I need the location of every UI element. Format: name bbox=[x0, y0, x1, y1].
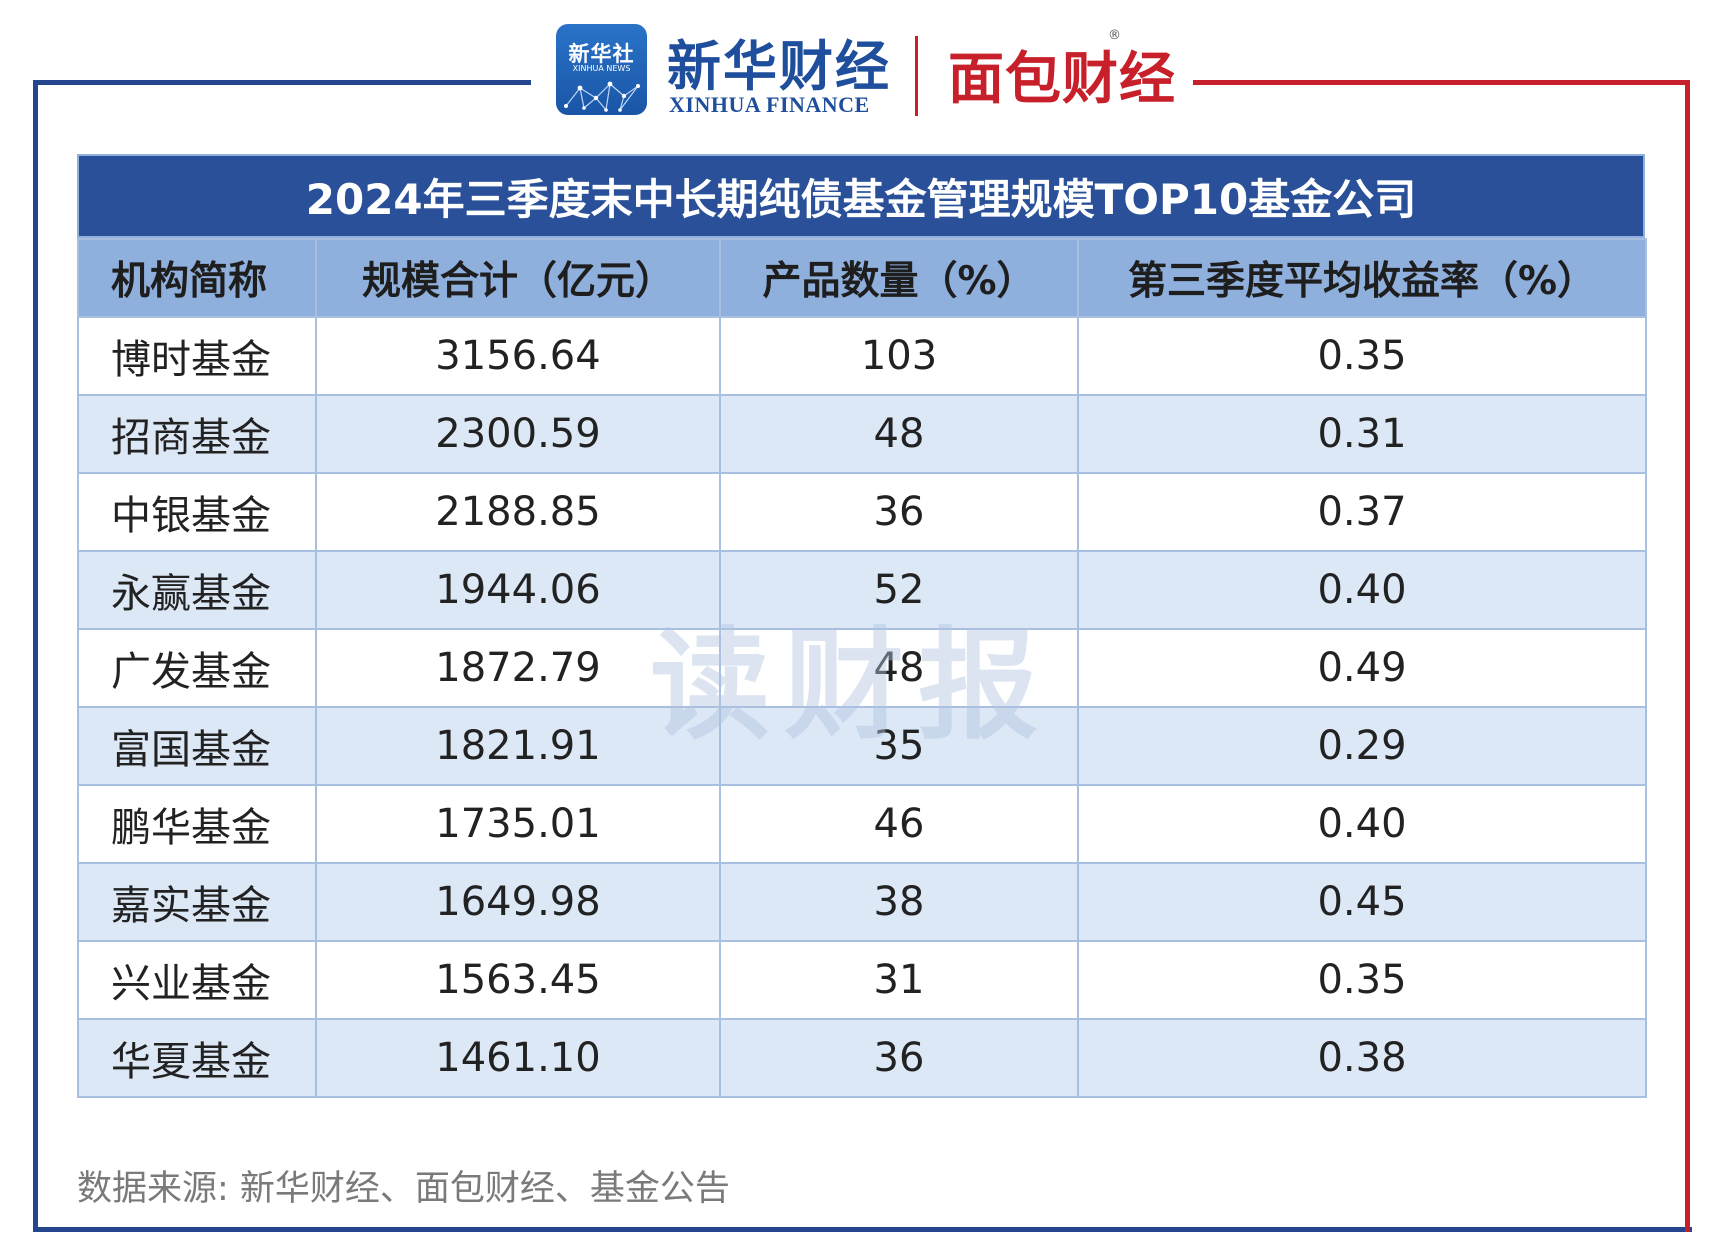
table-row: 博时基金 3156.64 103 0.35 bbox=[77, 316, 1647, 396]
header-row: 机构简称 规模合计（亿元） 产品数量（%） 第三季度平均收益率（%） bbox=[77, 238, 1647, 318]
registered-mark: ® bbox=[1108, 28, 1121, 43]
product-count-cell: 36 bbox=[719, 472, 1079, 552]
column-header-scale: 规模合计（亿元） bbox=[315, 238, 721, 318]
table-row: 广发基金 1872.79 48 0.49 bbox=[77, 628, 1647, 708]
xinhua-finance-en: XINHUA FINANCE bbox=[669, 92, 870, 117]
avg-return-cell: 0.40 bbox=[1077, 784, 1647, 864]
table-title: 2024年三季度末中长期纯债基金管理规模TOP10基金公司 bbox=[77, 154, 1645, 238]
avg-return-cell: 0.35 bbox=[1077, 316, 1647, 396]
scale-cell: 1872.79 bbox=[315, 628, 721, 708]
network-icon bbox=[564, 81, 640, 112]
table-row: 鹏华基金 1735.01 46 0.40 bbox=[77, 784, 1647, 864]
xinhua-badge-subtitle: XINHUA NEWS bbox=[572, 64, 631, 73]
product-count-cell: 36 bbox=[719, 1018, 1079, 1098]
scale-cell: 1649.98 bbox=[315, 862, 721, 942]
avg-return-cell: 0.40 bbox=[1077, 550, 1647, 630]
product-count-cell: 35 bbox=[719, 706, 1079, 786]
product-count-cell: 52 bbox=[719, 550, 1079, 630]
institution-cell: 中银基金 bbox=[77, 472, 317, 552]
table-row: 兴业基金 1563.45 31 0.35 bbox=[77, 940, 1647, 1020]
fund-table: 机构简称 规模合计（亿元） 产品数量（%） 第三季度平均收益率（%） 博时基金 3… bbox=[77, 238, 1647, 1098]
table-row: 中银基金 2188.85 36 0.37 bbox=[77, 472, 1647, 552]
xinhua-finance-cn: 新华财经 bbox=[667, 34, 891, 98]
column-header-avg-return: 第三季度平均收益率（%） bbox=[1077, 238, 1647, 318]
avg-return-cell: 0.35 bbox=[1077, 940, 1647, 1020]
avg-return-cell: 0.45 bbox=[1077, 862, 1647, 942]
scale-cell: 1563.45 bbox=[315, 940, 721, 1020]
column-header-institution: 机构简称 bbox=[77, 238, 317, 318]
product-count-cell: 103 bbox=[719, 316, 1079, 396]
table-row: 嘉实基金 1649.98 38 0.45 bbox=[77, 862, 1647, 942]
scale-cell: 3156.64 bbox=[315, 316, 721, 396]
frame-bottom-line bbox=[33, 1227, 1692, 1232]
institution-cell: 博时基金 bbox=[77, 316, 317, 396]
scale-cell: 1735.01 bbox=[315, 784, 721, 864]
frame-right-line bbox=[1685, 80, 1690, 1232]
scale-cell: 1944.06 bbox=[315, 550, 721, 630]
xinhua-news-logo: 新华社 XINHUA NEWS bbox=[556, 24, 647, 115]
table-body: 博时基金 3156.64 103 0.35 招商基金 2300.59 48 0.31 中银基金 2… bbox=[77, 316, 1647, 1098]
logo-divider bbox=[915, 36, 918, 116]
scale-cell: 1461.10 bbox=[315, 1018, 721, 1098]
scale-cell: 2300.59 bbox=[315, 394, 721, 474]
table-row: 永赢基金 1944.06 52 0.40 bbox=[77, 550, 1647, 630]
avg-return-cell: 0.31 bbox=[1077, 394, 1647, 474]
institution-cell: 兴业基金 bbox=[77, 940, 317, 1020]
institution-cell: 招商基金 bbox=[77, 394, 317, 474]
institution-cell: 嘉实基金 bbox=[77, 862, 317, 942]
frame-left-line bbox=[33, 80, 38, 1232]
xinhua-badge-title: 新华社 bbox=[568, 42, 635, 66]
product-count-cell: 46 bbox=[719, 784, 1079, 864]
frame-top-left-line bbox=[33, 80, 531, 85]
data-source-note: 数据来源: 新华财经、面包财经、基金公告 bbox=[77, 1169, 730, 1209]
product-count-cell: 38 bbox=[719, 862, 1079, 942]
product-count-cell: 48 bbox=[719, 394, 1079, 474]
xinhua-finance-logo: 新华财经 XINHUA FINANCE bbox=[667, 22, 889, 117]
table-row: 招商基金 2300.59 48 0.31 bbox=[77, 394, 1647, 474]
table-row: 华夏基金 1461.10 36 0.38 bbox=[77, 1018, 1647, 1098]
institution-cell: 鹏华基金 bbox=[77, 784, 317, 864]
institution-cell: 富国基金 bbox=[77, 706, 317, 786]
avg-return-cell: 0.29 bbox=[1077, 706, 1647, 786]
frame-top-right-line bbox=[1193, 80, 1690, 85]
table-row: 富国基金 1821.91 35 0.29 bbox=[77, 706, 1647, 786]
product-count-cell: 48 bbox=[719, 628, 1079, 708]
avg-return-cell: 0.38 bbox=[1077, 1018, 1647, 1098]
data-table-container: 2024年三季度末中长期纯债基金管理规模TOP10基金公司 机构简称 规模合计（… bbox=[77, 154, 1647, 1098]
institution-cell: 广发基金 bbox=[77, 628, 317, 708]
institution-cell: 永赢基金 bbox=[77, 550, 317, 630]
scale-cell: 1821.91 bbox=[315, 706, 721, 786]
scale-cell: 2188.85 bbox=[315, 472, 721, 552]
mianbao-finance-logo: 面包财经 bbox=[948, 47, 1176, 112]
column-header-product-count: 产品数量（%） bbox=[719, 238, 1079, 318]
institution-cell: 华夏基金 bbox=[77, 1018, 317, 1098]
avg-return-cell: 0.49 bbox=[1077, 628, 1647, 708]
product-count-cell: 31 bbox=[719, 940, 1079, 1020]
avg-return-cell: 0.37 bbox=[1077, 472, 1647, 552]
